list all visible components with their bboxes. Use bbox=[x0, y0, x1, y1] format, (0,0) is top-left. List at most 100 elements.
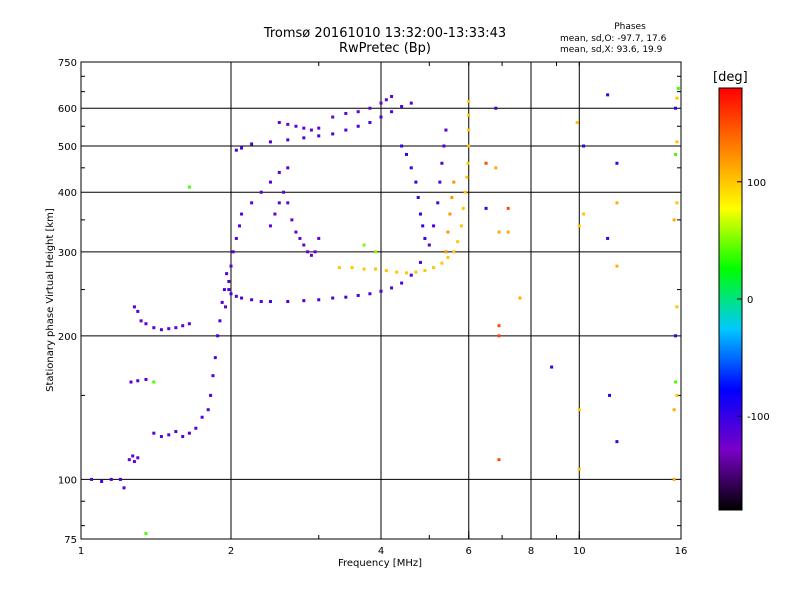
data-point bbox=[432, 266, 436, 270]
data-point bbox=[675, 305, 679, 309]
data-point bbox=[368, 121, 372, 125]
data-point bbox=[213, 356, 217, 360]
data-point bbox=[615, 440, 619, 444]
data-point bbox=[211, 374, 215, 378]
data-point bbox=[606, 93, 610, 97]
data-point bbox=[672, 408, 676, 412]
data-point bbox=[414, 270, 418, 274]
data-point bbox=[167, 433, 171, 437]
data-point bbox=[309, 253, 313, 257]
data-point bbox=[497, 324, 501, 328]
data-point bbox=[277, 170, 281, 174]
data-point bbox=[109, 477, 113, 481]
data-point bbox=[450, 195, 454, 199]
data-point bbox=[379, 101, 383, 105]
data-point bbox=[331, 132, 335, 136]
data-point bbox=[440, 261, 444, 265]
y-tick-label: 600 bbox=[58, 104, 77, 115]
data-point bbox=[317, 236, 321, 240]
data-point bbox=[674, 152, 678, 156]
data-point bbox=[400, 281, 404, 285]
data-point bbox=[577, 467, 581, 471]
y-tick-label: 500 bbox=[58, 142, 77, 153]
data-point bbox=[368, 106, 372, 110]
data-point bbox=[209, 393, 213, 397]
data-point bbox=[550, 365, 554, 369]
data-point bbox=[231, 250, 235, 254]
data-point bbox=[615, 201, 619, 205]
data-point bbox=[409, 273, 413, 277]
data-point bbox=[456, 240, 460, 244]
data-point bbox=[129, 380, 133, 384]
data-point bbox=[187, 185, 191, 189]
data-point bbox=[675, 140, 679, 144]
data-point bbox=[227, 288, 231, 292]
data-point bbox=[268, 180, 272, 184]
x-axis-label: Frequency [MHz] bbox=[337, 558, 423, 569]
data-point bbox=[379, 115, 383, 119]
data-point bbox=[608, 393, 612, 397]
data-point bbox=[497, 230, 501, 234]
data-point bbox=[302, 299, 306, 303]
data-point bbox=[494, 166, 498, 170]
data-point bbox=[240, 146, 244, 150]
data-point bbox=[442, 144, 446, 148]
data-point bbox=[167, 327, 171, 331]
data-point bbox=[675, 393, 679, 397]
data-point bbox=[136, 456, 140, 460]
data-point bbox=[152, 380, 156, 384]
data-point bbox=[467, 128, 471, 132]
data-point bbox=[144, 377, 148, 381]
data-point bbox=[259, 190, 263, 194]
data-point bbox=[127, 458, 131, 462]
data-point bbox=[384, 98, 388, 102]
colorbar-unit-label: [deg] bbox=[713, 70, 748, 85]
data-point bbox=[268, 224, 272, 228]
data-point bbox=[494, 106, 498, 110]
data-point bbox=[423, 269, 427, 273]
data-point bbox=[423, 236, 427, 240]
data-point bbox=[240, 212, 244, 216]
data-point bbox=[452, 180, 456, 184]
data-point bbox=[309, 128, 313, 132]
data-point bbox=[216, 334, 220, 338]
data-point bbox=[250, 142, 254, 146]
data-point bbox=[452, 250, 456, 254]
y-tick-label: 75 bbox=[64, 535, 77, 546]
data-point bbox=[438, 180, 442, 184]
data-point bbox=[268, 140, 272, 144]
data-point bbox=[440, 161, 444, 165]
data-point bbox=[356, 110, 360, 114]
data-point bbox=[465, 175, 469, 179]
data-point bbox=[676, 86, 680, 90]
data-point bbox=[290, 218, 294, 222]
data-point bbox=[606, 236, 610, 240]
data-point bbox=[395, 270, 399, 274]
data-point bbox=[225, 272, 229, 276]
data-point bbox=[302, 126, 306, 130]
data-point bbox=[404, 271, 408, 275]
data-point bbox=[344, 111, 348, 115]
data-point bbox=[234, 148, 238, 152]
x-tick-label: 1 bbox=[78, 546, 84, 557]
data-point bbox=[575, 121, 579, 125]
data-point bbox=[294, 230, 298, 234]
data-point bbox=[234, 236, 238, 240]
data-point bbox=[224, 305, 228, 309]
data-point bbox=[390, 286, 394, 290]
data-point bbox=[220, 300, 224, 304]
data-point bbox=[484, 206, 488, 210]
data-point bbox=[444, 128, 448, 132]
data-point bbox=[174, 430, 178, 434]
data-point bbox=[136, 379, 140, 383]
data-point bbox=[463, 190, 467, 194]
data-point bbox=[390, 94, 394, 98]
data-point bbox=[229, 264, 233, 268]
data-point bbox=[118, 477, 122, 481]
data-point bbox=[615, 264, 619, 268]
data-point bbox=[374, 250, 378, 254]
data-point bbox=[100, 479, 104, 483]
data-point bbox=[350, 266, 354, 270]
data-point bbox=[286, 166, 290, 170]
data-point bbox=[506, 206, 510, 210]
